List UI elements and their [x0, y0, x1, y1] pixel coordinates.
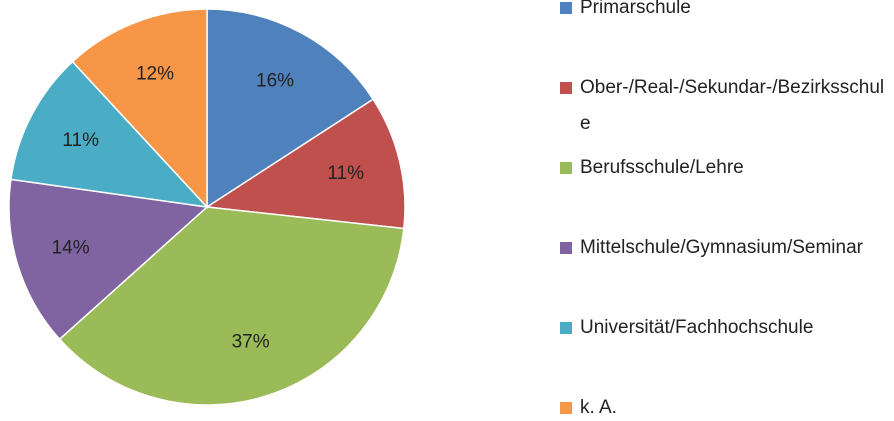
- pie-slice: [58, 206, 405, 406]
- legend-swatch: [560, 242, 572, 254]
- data-label: 11%: [62, 130, 99, 151]
- legend-swatch: [560, 82, 572, 94]
- pie-slice: [10, 60, 209, 209]
- pie-slice: [206, 8, 375, 209]
- legend-label: Primarschule: [580, 0, 691, 18]
- legend-label: Mittelschule/Gymnasium/Seminar: [580, 237, 863, 258]
- legend-label: k. A.: [580, 397, 617, 418]
- legend-entry: Ober-/Real-/Sekundar-/Bezirksschule: [560, 70, 890, 142]
- legend-entry: k. A.: [560, 390, 890, 421]
- legend-entry: Berufsschule/Lehre: [560, 150, 890, 186]
- data-label: 14%: [52, 238, 90, 259]
- data-label: 37%: [232, 332, 270, 353]
- legend-entry: Primarschule: [560, 0, 890, 26]
- data-label: 12%: [136, 63, 174, 84]
- legend-label: Berufsschule/Lehre: [580, 157, 744, 178]
- legend-swatch: [560, 402, 572, 414]
- legend-entry: Mittelschule/Gymnasium/Seminar: [560, 230, 890, 266]
- data-label: 16%: [256, 71, 294, 92]
- pie-slice: [71, 8, 208, 209]
- legend-entry: Universität/Fachhochschule: [560, 310, 890, 346]
- pie-slice: [204, 98, 406, 230]
- legend-label: Ober-/Real-/Sekundar-/Bezirksschule: [580, 77, 885, 134]
- legend-swatch: [560, 162, 572, 174]
- legend-swatch: [560, 2, 572, 14]
- legend-label: Universität/Fachhochschule: [580, 317, 814, 338]
- pie-area: 16% 11% 37% 14% 11% 12%: [8, 8, 406, 406]
- legend-swatch: [560, 322, 572, 334]
- pie-slice: [8, 178, 209, 341]
- data-label: 11%: [327, 163, 364, 184]
